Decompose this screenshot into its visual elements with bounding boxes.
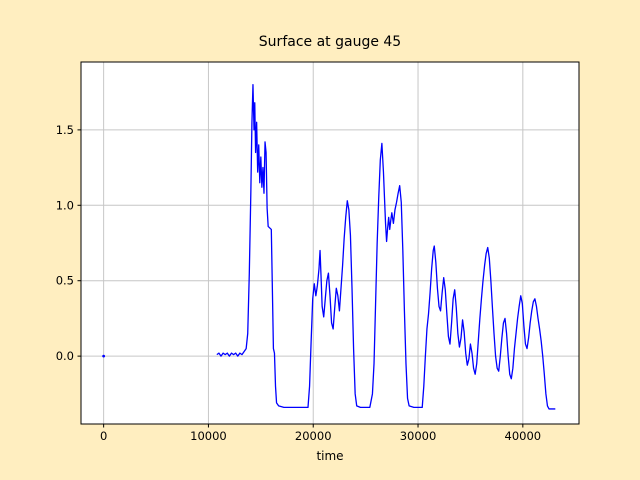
x-tick-label: 30000 — [400, 429, 437, 443]
plot-title: Surface at gauge 45 — [258, 34, 402, 50]
x-tick-label: 40000 — [505, 429, 542, 443]
y-tick-label: 0.5 — [56, 274, 74, 288]
x-tick-label: 20000 — [295, 429, 332, 443]
y-tick-label: 1.0 — [56, 198, 74, 212]
plot-area — [81, 62, 579, 424]
x-tick-label: 10000 — [190, 429, 227, 443]
x-tick-label: 0 — [100, 429, 107, 443]
series-line — [216, 83, 556, 410]
data-point — [102, 354, 106, 358]
y-tick-label: 0.0 — [56, 349, 74, 363]
y-tick-label: 1.5 — [56, 123, 74, 137]
axes-frame — [80, 61, 580, 425]
x-axis-label: time — [316, 449, 344, 463]
